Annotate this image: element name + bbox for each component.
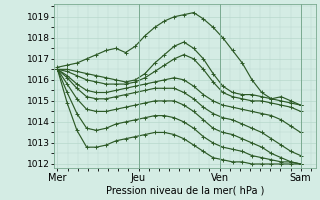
X-axis label: Pression niveau de la mer( hPa ): Pression niveau de la mer( hPa ) [106,186,264,196]
